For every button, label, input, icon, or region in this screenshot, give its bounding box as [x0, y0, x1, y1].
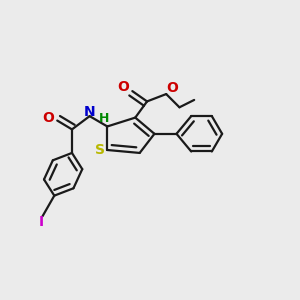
Text: O: O: [166, 81, 178, 95]
Text: O: O: [43, 111, 54, 124]
Text: O: O: [118, 80, 129, 94]
Text: H: H: [99, 112, 110, 125]
Text: S: S: [95, 143, 105, 157]
Text: I: I: [38, 215, 43, 229]
Text: N: N: [84, 105, 95, 119]
